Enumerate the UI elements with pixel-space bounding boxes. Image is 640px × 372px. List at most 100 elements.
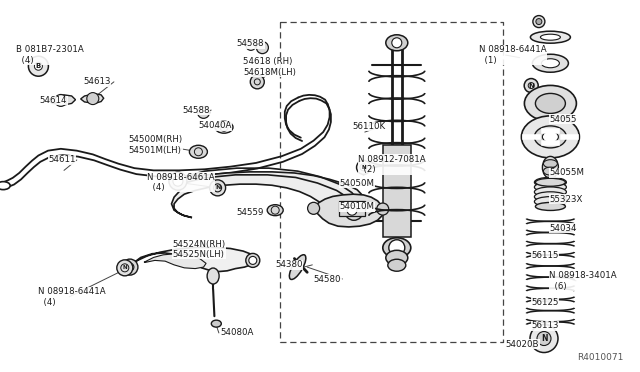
Text: N 08918-6441A
  (1): N 08918-6441A (1) [479,45,547,65]
Circle shape [126,263,134,271]
Ellipse shape [189,145,207,158]
Text: 54588: 54588 [182,106,210,115]
Text: 54080A: 54080A [221,328,254,337]
Circle shape [349,206,359,216]
Circle shape [389,240,405,256]
Ellipse shape [531,31,570,43]
Text: B: B [36,63,41,69]
Ellipse shape [543,167,557,175]
Ellipse shape [524,86,577,121]
Circle shape [533,16,545,28]
Ellipse shape [536,93,565,113]
Text: 54613: 54613 [83,77,111,86]
Ellipse shape [386,35,408,51]
Text: 54559: 54559 [237,208,264,217]
Text: N: N [215,185,220,190]
Text: 54380: 54380 [275,260,303,269]
Circle shape [392,38,402,48]
Ellipse shape [211,320,221,327]
Circle shape [198,106,209,118]
Text: 54580: 54580 [314,275,341,283]
Circle shape [246,41,256,50]
Circle shape [249,256,257,264]
Polygon shape [383,145,411,237]
Text: 54500M(RH)
54501M(LH): 54500M(RH) 54501M(LH) [128,135,182,155]
Text: 56115: 56115 [531,251,559,260]
Circle shape [377,203,388,215]
Circle shape [537,331,551,346]
Text: N: N [541,334,547,343]
Text: B 081B7-2301A
  (4): B 081B7-2301A (4) [16,45,84,65]
Ellipse shape [383,238,411,258]
Text: N 08912-7081A
  (2): N 08912-7081A (2) [358,155,426,174]
Text: 54614: 54614 [40,96,67,105]
Text: N: N [361,165,366,170]
Ellipse shape [289,255,306,279]
Circle shape [308,202,319,214]
Ellipse shape [534,192,566,202]
Circle shape [87,93,99,105]
Circle shape [122,259,138,275]
Ellipse shape [532,54,568,72]
Text: R4010071: R4010071 [578,353,624,362]
Ellipse shape [534,187,566,197]
Ellipse shape [543,156,559,179]
Circle shape [28,56,49,76]
Circle shape [117,260,133,276]
Ellipse shape [543,160,557,168]
Polygon shape [339,201,365,216]
Text: 54050M: 54050M [339,179,374,188]
Text: 55323X: 55323X [549,195,582,203]
Text: 56113: 56113 [531,321,559,330]
Text: N 08918-6461A
  (4): N 08918-6461A (4) [147,173,215,192]
Ellipse shape [540,34,561,40]
Text: N 08918-6441A
  (4): N 08918-6441A (4) [38,287,106,307]
Polygon shape [81,94,104,103]
Circle shape [169,172,187,190]
Text: 54040A: 54040A [198,121,232,130]
Circle shape [347,205,357,215]
Circle shape [345,202,363,220]
Text: 56125: 56125 [531,298,559,307]
Text: 54055: 54055 [549,115,577,124]
Ellipse shape [388,259,406,271]
Ellipse shape [268,205,283,216]
Circle shape [257,42,268,54]
Circle shape [173,176,183,186]
Text: 54611: 54611 [48,155,76,164]
Ellipse shape [386,250,408,265]
Text: N: N [122,265,127,270]
Ellipse shape [541,59,559,68]
Circle shape [250,75,264,89]
Circle shape [536,19,542,25]
Ellipse shape [534,177,566,187]
Text: 54020B: 54020B [506,340,539,349]
Ellipse shape [534,182,566,192]
Ellipse shape [534,126,566,148]
Circle shape [210,180,226,196]
Text: 54588: 54588 [237,39,264,48]
Circle shape [35,62,42,70]
Ellipse shape [215,121,233,133]
Polygon shape [172,172,366,218]
Circle shape [246,253,260,267]
Polygon shape [144,254,206,269]
Ellipse shape [522,116,579,158]
Text: 56110K: 56110K [352,122,385,131]
Circle shape [530,324,558,353]
Ellipse shape [207,268,219,284]
Text: 54010M: 54010M [339,202,374,211]
Text: 54524N(RH)
54525N(LH): 54524N(RH) 54525N(LH) [173,240,226,259]
Polygon shape [48,95,76,105]
Polygon shape [314,194,383,227]
Text: N 08918-3401A
  (6): N 08918-3401A (6) [549,271,617,291]
Circle shape [55,94,67,106]
Ellipse shape [543,131,559,142]
Text: N: N [528,83,534,89]
Text: 54618 (RH)
54618M(LH): 54618 (RH) 54618M(LH) [243,57,296,77]
Ellipse shape [0,182,10,190]
Circle shape [524,78,538,93]
Circle shape [356,160,371,174]
Text: 54055M: 54055M [549,169,584,177]
Polygon shape [128,247,256,272]
